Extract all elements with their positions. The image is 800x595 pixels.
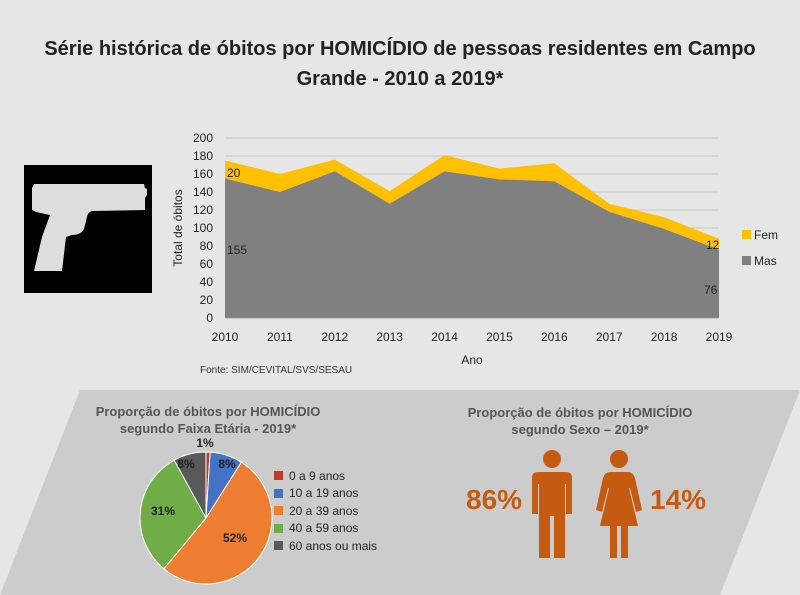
y-tick-label: 180 (193, 149, 213, 163)
legend-label: 20 a 39 anos (289, 503, 359, 518)
y-tick-label: 200 (193, 131, 213, 145)
pie-title: Proporção de óbitos por HOMICÍDIO segund… (68, 403, 348, 437)
y-tick-label: 60 (200, 257, 214, 271)
female-percentage: 14% (650, 484, 707, 515)
legend-item: 40 a 59 anos (274, 520, 377, 538)
x-tick-label: 2014 (431, 330, 458, 344)
y-tick-label: 20 (200, 293, 214, 307)
legend-label: 10 a 19 anos (289, 486, 359, 501)
x-tick-label: 2012 (321, 330, 348, 344)
legend-swatch (274, 523, 283, 533)
legend-item: 0 a 9 anos (274, 467, 377, 485)
page-title: Série histórica de óbitos por HOMICÍDIO … (0, 34, 800, 94)
pie-legend: 0 a 9 anos 10 a 19 anos 20 a 39 anos 40 a 5… (274, 467, 377, 555)
legend-swatch (274, 488, 283, 498)
data-label: 12 (706, 238, 720, 252)
y-tick-label: 160 (193, 167, 213, 181)
data-label: 20 (227, 166, 241, 180)
x-axis-label: Ano (461, 353, 483, 367)
data-label: 76 (704, 283, 718, 297)
legend-swatch (742, 256, 751, 265)
legend-item: 60 anos ou mais (274, 537, 377, 555)
legend-swatch (274, 506, 283, 516)
female-figure-icon (596, 450, 642, 558)
pie-data-label: 8% (218, 457, 236, 471)
legend-label: Fem (754, 228, 778, 242)
y-tick-label: 140 (193, 185, 213, 199)
legend-item: 20 a 39 anos (274, 502, 377, 520)
legend-label: 40 a 59 anos (289, 521, 359, 536)
legend-swatch (274, 471, 283, 481)
sex-title-line-2: segundo Sexo – 2019* (511, 422, 649, 437)
pie-slice (163, 461, 273, 585)
male-figure-icon (532, 450, 572, 558)
pie-data-label: 52% (223, 531, 247, 545)
x-tick-label: 2018 (651, 330, 678, 344)
legend-label: 60 anos ou mais (289, 538, 378, 553)
pie-title-line-1: Proporção de óbitos por HOMICÍDIO (95, 404, 321, 419)
sex-title-line-1: Proporção de óbitos por HOMICÍDIO (467, 405, 693, 420)
pie-data-label: 31% (151, 504, 175, 518)
x-tick-label: 2019 (706, 330, 733, 344)
y-tick-label: 120 (193, 203, 213, 217)
data-label: 155 (227, 243, 247, 257)
series-fem-area (225, 155, 719, 250)
legend-item: 10 a 19 anos (274, 485, 377, 503)
y-tick-label: 40 (200, 275, 214, 289)
title-line-2: Grande - 2010 a 2019* (296, 68, 504, 90)
pie-chart: 1%8%52%31%8% (139, 436, 273, 585)
y-tick-label: 0 (206, 311, 213, 325)
series-mas-area (225, 171, 719, 318)
pie-slice (139, 459, 207, 570)
pistol-icon (24, 165, 152, 293)
legend-label: 0 a 9 anos (289, 468, 346, 483)
sex-title: Proporção de óbitos por HOMICÍDIO segund… (440, 404, 720, 438)
x-tick-label: 2015 (486, 330, 513, 344)
pie-slice (173, 451, 207, 519)
legend-label: Mas (754, 254, 777, 268)
y-tick-label: 100 (193, 221, 213, 235)
source-note: Fonte: SIM/CEVITAL/SVS/SESAU (200, 365, 353, 376)
y-axis-label: Total de óbitos (171, 189, 185, 266)
x-tick-label: 2016 (541, 330, 568, 344)
x-tick-label: 2010 (212, 330, 239, 344)
legend-swatch (274, 541, 283, 551)
pie-title-line-2: segundo Faixa Etária - 2019* (119, 421, 297, 436)
x-tick-label: 2017 (596, 330, 623, 344)
title-line-1: Série histórica de óbitos por HOMICÍDIO … (44, 38, 756, 60)
x-tick-label: 2011 (267, 330, 293, 344)
pie-data-label: 8% (177, 457, 195, 471)
x-tick-label: 2013 (376, 330, 403, 344)
legend-swatch (742, 230, 751, 239)
y-tick-label: 80 (200, 239, 214, 253)
pie-data-label: 1% (196, 436, 214, 450)
male-percentage: 86% (466, 484, 523, 515)
